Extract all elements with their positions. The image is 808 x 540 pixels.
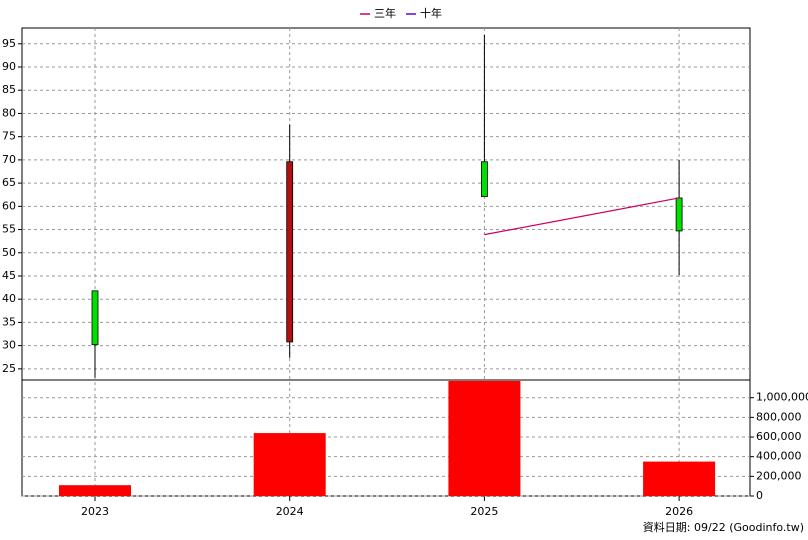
candle-body xyxy=(91,290,99,346)
candle-body xyxy=(480,161,488,197)
plot-frame xyxy=(21,27,751,497)
y-tick-label: 95 xyxy=(2,37,16,50)
y-tick-label: 0 xyxy=(756,489,763,502)
line-series xyxy=(484,197,680,236)
footer: 資料日期: 09/22 (Goodinfo.tw) xyxy=(643,520,804,534)
y-tick-label: 90 xyxy=(2,60,16,73)
candle-body xyxy=(675,197,683,232)
x-tick-label: 2023 xyxy=(81,505,109,518)
bar xyxy=(448,380,521,496)
y-tick-label: 35 xyxy=(2,315,16,328)
y-tick-label: 1,000,000 xyxy=(756,391,808,404)
bar xyxy=(59,485,131,496)
y-tick-label: 65 xyxy=(2,176,16,189)
x-tick-label: 2024 xyxy=(276,505,304,518)
legend-label: 十年 xyxy=(420,6,442,20)
y-tick-label: 800,000 xyxy=(756,410,802,423)
y-tick-label: 30 xyxy=(2,339,16,352)
y-tick-label: 80 xyxy=(2,106,16,119)
y-tick-label: 55 xyxy=(2,223,16,236)
y-tick-label: 70 xyxy=(2,153,16,166)
x-tick-label: 2025 xyxy=(470,505,498,518)
y-tick-label: 200,000 xyxy=(756,469,802,482)
candle-body xyxy=(286,161,294,343)
bar xyxy=(643,461,716,496)
y-tick-label: 25 xyxy=(2,362,16,375)
y-tick-label: 45 xyxy=(2,269,16,282)
x-tick-label: 2026 xyxy=(665,505,693,518)
y-tick-label: 60 xyxy=(2,199,16,212)
y-tick-label: 75 xyxy=(2,130,16,143)
y-tick-label: 600,000 xyxy=(756,430,802,443)
legend-label: 三年 xyxy=(374,6,396,20)
y-tick-label: 400,000 xyxy=(756,450,802,463)
y-tick-label: 50 xyxy=(2,246,16,259)
y-tick-label: 85 xyxy=(2,83,16,96)
bar xyxy=(253,433,326,496)
y-tick-label: 40 xyxy=(2,292,16,305)
